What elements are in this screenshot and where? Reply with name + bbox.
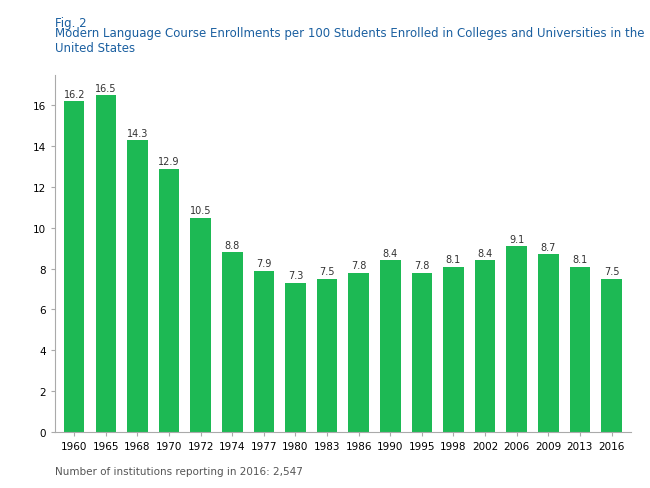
Bar [380, 261, 400, 432]
Text: 8.1: 8.1 [572, 255, 588, 264]
Bar [159, 169, 179, 432]
Text: 7.5: 7.5 [319, 267, 335, 277]
Text: 16.5: 16.5 [95, 83, 116, 94]
Text: Modern Language Course Enrollments per 100 Students Enrolled in Colleges and Uni: Modern Language Course Enrollments per 1… [55, 27, 645, 55]
Text: 12.9: 12.9 [159, 157, 180, 167]
Text: 10.5: 10.5 [190, 206, 211, 216]
Text: Number of institutions reporting in 2016: 2,547: Number of institutions reporting in 2016… [55, 466, 303, 476]
Text: 7.9: 7.9 [256, 259, 272, 268]
Bar [411, 273, 432, 432]
Text: 9.1: 9.1 [509, 234, 525, 244]
Bar [348, 273, 369, 432]
Bar [190, 218, 211, 432]
Text: 8.1: 8.1 [446, 255, 461, 264]
Bar [475, 261, 495, 432]
Text: 8.8: 8.8 [225, 240, 240, 250]
Bar [443, 267, 463, 432]
Bar [127, 141, 148, 432]
Text: 7.8: 7.8 [351, 261, 367, 271]
Bar [285, 283, 306, 432]
Text: 7.8: 7.8 [414, 261, 430, 271]
Bar [538, 255, 558, 432]
Bar [96, 96, 116, 432]
Bar [254, 271, 274, 432]
Text: 8.7: 8.7 [541, 243, 556, 252]
Bar [222, 253, 242, 432]
Bar [506, 246, 527, 432]
Text: 14.3: 14.3 [127, 128, 148, 138]
Bar [317, 279, 337, 432]
Text: 7.3: 7.3 [288, 271, 303, 281]
Text: Fig. 2: Fig. 2 [55, 17, 87, 30]
Text: 8.4: 8.4 [383, 248, 398, 259]
Text: 16.2: 16.2 [64, 90, 85, 100]
Bar [64, 102, 84, 432]
Text: 8.4: 8.4 [478, 248, 493, 259]
Text: 7.5: 7.5 [604, 267, 619, 277]
Bar [569, 267, 590, 432]
Bar [601, 279, 622, 432]
